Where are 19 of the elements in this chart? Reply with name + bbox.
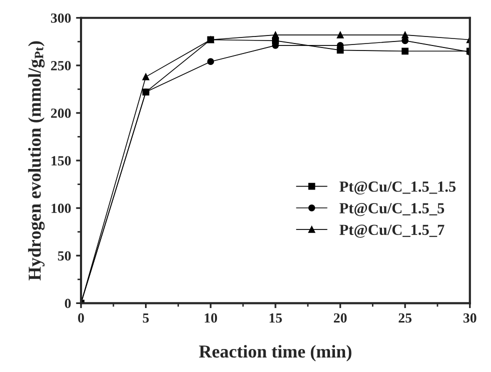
y-axis-title: Hydrogen evolution (mmol/g$_{Pt}$)	[28, 41, 45, 280]
x-tick-label: 20	[334, 313, 347, 323]
legend-label: Pt@Cu/C_1.5_1.5	[339, 181, 456, 195]
x-tick-label: 10	[204, 313, 218, 323]
x-tick-label: 25	[398, 313, 412, 323]
x-axis-title: Reaction time (min)	[199, 344, 352, 362]
y-tick-label: 250	[51, 60, 71, 70]
x-tick-label: 5	[142, 313, 149, 323]
y-tick-label: 100	[52, 204, 71, 214]
y-tick-label: 300	[50, 13, 71, 23]
legend-label: Pt@Cu/C_1.5_5	[339, 203, 444, 216]
y-tick-label: 0	[64, 298, 71, 308]
y-tick-label: 200	[51, 108, 71, 118]
x-tick-label: 30	[463, 313, 476, 323]
legend-label: Pt@Cu/C_1.5_7	[339, 224, 444, 238]
y-tick-label: 50	[58, 251, 71, 261]
y-tick-label: 150	[52, 156, 71, 166]
x-tick-label: 15	[270, 313, 282, 323]
x-tick-label: 0	[78, 313, 84, 323]
